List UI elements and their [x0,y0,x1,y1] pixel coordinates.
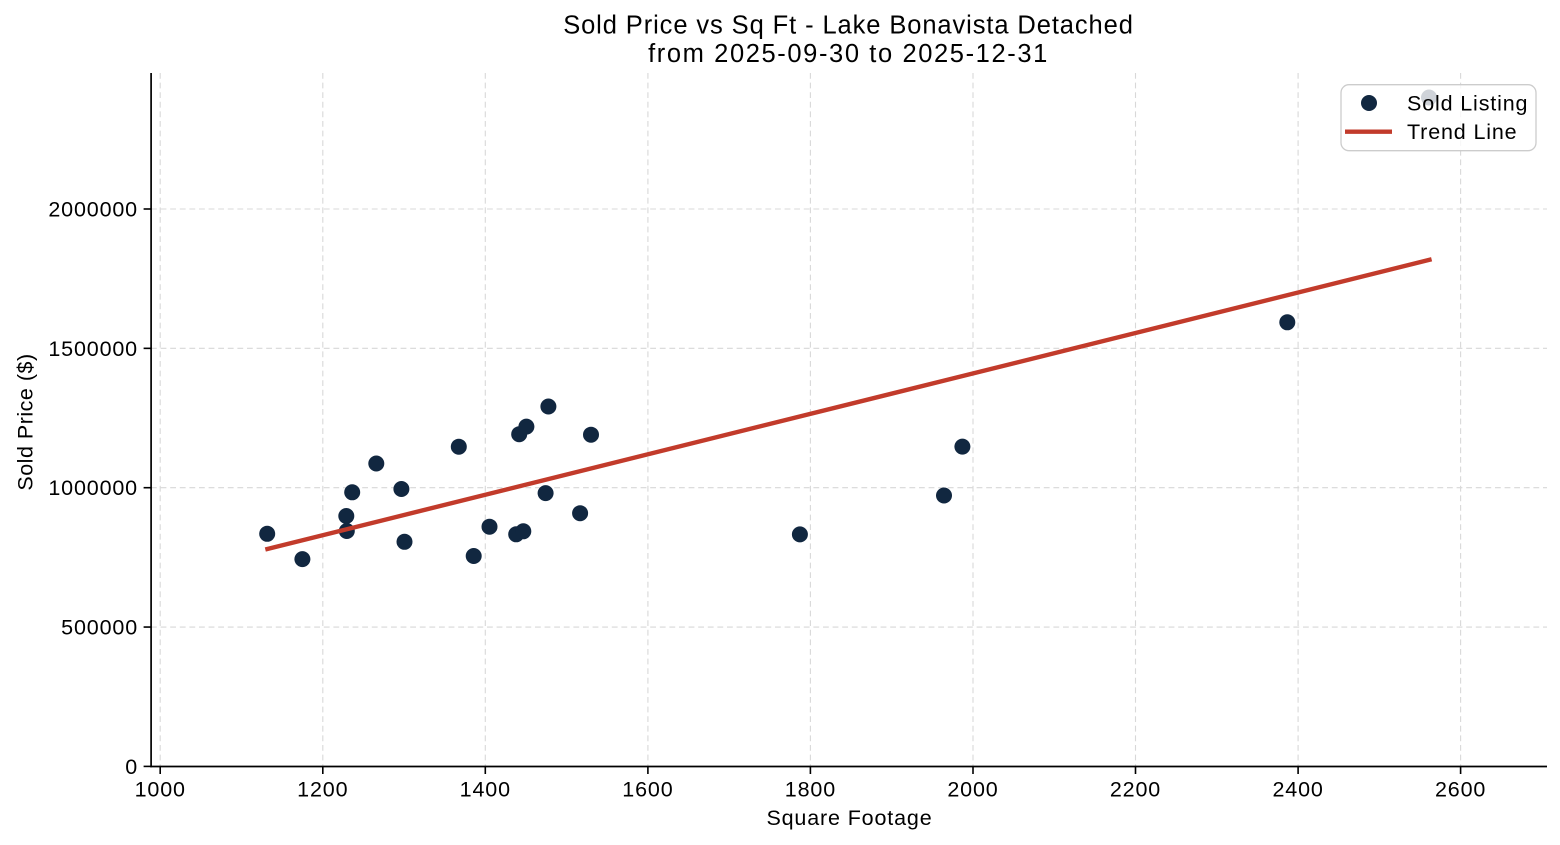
svg-text:1600: 1600 [622,778,673,802]
svg-text:500000: 500000 [61,615,138,639]
svg-text:from 2025-09-30 to 2025-12-31: from 2025-09-30 to 2025-12-31 [648,40,1049,68]
svg-text:1000000: 1000000 [48,476,138,500]
svg-text:1500000: 1500000 [48,337,138,361]
svg-text:1800: 1800 [785,778,836,802]
svg-text:Trend Line: Trend Line [1407,120,1518,144]
svg-text:2400: 2400 [1272,778,1323,802]
svg-text:Square Footage: Square Footage [766,806,932,830]
svg-text:2000000: 2000000 [48,197,138,221]
svg-text:0: 0 [125,755,138,779]
svg-text:Sold Price vs Sq Ft - Lake Bon: Sold Price vs Sq Ft - Lake Bonavista Det… [563,12,1134,40]
svg-text:1400: 1400 [460,778,511,802]
svg-text:2000: 2000 [947,778,998,802]
svg-text:2600: 2600 [1435,778,1486,802]
svg-text:2200: 2200 [1110,778,1161,802]
svg-text:1000: 1000 [135,778,186,802]
svg-text:1200: 1200 [297,778,348,802]
svg-text:Sold Price ($): Sold Price ($) [14,353,38,490]
svg-text:Sold Listing: Sold Listing [1407,91,1528,115]
